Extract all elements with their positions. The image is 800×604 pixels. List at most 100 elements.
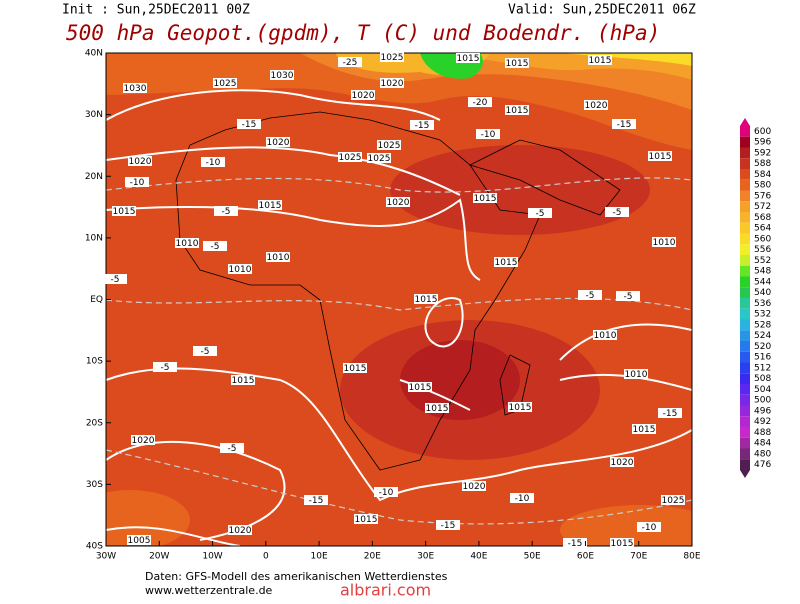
contour-label: -15 [237,119,261,130]
colorbar-label: 564 [754,224,771,234]
colorbar-swatch [740,448,750,460]
label-box [127,535,151,545]
label-box [237,119,261,129]
label-box [123,83,147,93]
label-box [377,140,401,150]
lon-label: 30E [417,552,434,562]
contour-label: 1020 [386,197,410,208]
label-box [193,346,217,356]
label-box [588,55,612,65]
colorbar-swatch [740,373,750,384]
colorbar-top-cap [740,118,750,126]
contour-value: 1015 [415,295,438,305]
label-box [125,177,149,187]
label-box [351,90,375,100]
contour-label: 1020 [266,137,290,148]
contour-label: 1015 [343,363,367,374]
lon-label: 20W [149,552,169,562]
colorbar-swatch [740,276,750,288]
map-title: 500 hPa Geopot.(gpdm), T (C) und Bodendr… [66,21,660,45]
colorbar-label: 496 [754,406,771,416]
contour-value: 1010 [625,370,648,380]
contour-value: 1015 [474,194,497,204]
contour-label: 1015 [588,55,612,66]
contour-value: 1015 [611,539,634,549]
colorbar-label: 516 [754,353,771,363]
contour-label: 1020 [380,78,404,89]
contour-value: -15 [617,120,632,130]
contour-labels: 1030 1030 1025 1025 1020 1015 1015 1015 1020 1015… [103,52,685,549]
colorbar-label: 512 [754,363,771,373]
contour-value: -5 [111,275,120,285]
contour-label: -10 [510,493,534,504]
contour-value: 1025 [662,496,685,506]
contour-label: 1010 [652,237,676,248]
contour-label: -5 [220,443,244,454]
lat-label: 10N [85,233,103,243]
colorbar-swatch [740,244,750,255]
contour-value: -5 [624,292,633,302]
label-box [584,100,608,110]
label-box [578,290,602,300]
label-box [304,495,328,505]
label-box [103,274,127,284]
contour-value: 1010 [653,238,676,248]
contour-value: 1015 [495,258,518,268]
colorbar-label: 536 [754,299,771,309]
lat-label: EQ [90,295,103,305]
contour-value: 1020 [132,436,155,446]
label-box [112,206,136,216]
contour-label: 1010 [593,330,617,341]
label-box [456,53,480,63]
data-source: Daten: GFS-Modell des amerikanischen Wet… [145,570,448,583]
contour-label: 1015 [505,105,529,116]
label-box [612,119,636,129]
contour-label: -20 [468,97,492,108]
label-box [386,197,410,207]
contour-label: -5 [578,290,602,301]
lat-label: 30N [85,110,103,120]
contour-value: 1020 [381,79,404,89]
label-box [510,493,534,503]
lon-label: 40E [470,552,487,562]
contour-label: 1025 [377,140,401,151]
colorbar-swatch [740,158,750,169]
colorbar-swatch [740,459,750,470]
contour-value: 1015 [409,383,432,393]
contour-label: -10 [125,177,149,188]
colorbar-label: 556 [754,245,771,255]
lat-label: 40S [86,542,103,552]
colorbar-swatch [740,319,750,331]
label-box [658,408,682,418]
contour-value: -5 [222,207,231,217]
lon-label: 50E [524,552,541,562]
label-box [652,237,676,247]
contour-label: -15 [436,520,460,531]
label-box [473,193,497,203]
label-box [338,57,362,67]
colorbar-swatch [740,298,750,309]
label-box [270,70,294,80]
label-box [605,207,629,217]
label-box [354,514,378,524]
contour-value: 1015 [506,106,529,116]
contour-value: 1010 [594,331,617,341]
contour-value: -10 [379,488,394,498]
colorbar-swatch [740,233,750,245]
contour-label: 1025 [213,78,237,89]
contour-label: 1020 [584,100,608,111]
contour-label: 1025 [380,52,404,63]
contour-value: 1020 [387,198,410,208]
contour-value: -10 [481,130,496,140]
lon-label: 10E [311,552,328,562]
colorbar-swatch [740,201,750,212]
colorbar-swatch [740,255,750,266]
contour-value: 1015 [344,364,367,374]
label-box [494,257,518,267]
label-box [367,153,391,163]
contour-label: 1010 [175,238,199,249]
label-box [220,443,244,453]
colorbar-swatch [740,362,750,374]
contour-value: -10 [206,158,221,168]
colorbar-swatch [740,341,750,352]
